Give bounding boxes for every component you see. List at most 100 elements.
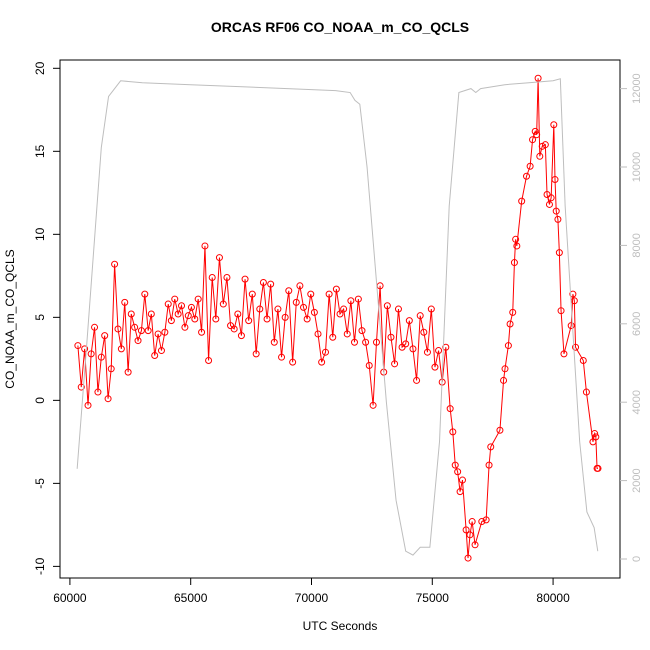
data-point xyxy=(205,357,213,365)
data-point xyxy=(248,290,256,298)
data-point xyxy=(245,317,253,325)
data-point xyxy=(104,395,112,403)
data-point xyxy=(124,368,132,376)
data-point xyxy=(296,282,304,290)
data-point xyxy=(555,249,563,257)
data-point xyxy=(482,516,490,524)
data-point xyxy=(478,518,486,526)
data-point xyxy=(154,330,162,338)
data-point xyxy=(223,273,231,281)
data-point xyxy=(274,305,282,313)
data-point xyxy=(534,74,542,82)
data-point xyxy=(121,298,129,306)
data-point xyxy=(184,312,192,320)
data-point xyxy=(267,280,275,288)
data-point xyxy=(237,332,245,340)
data-point xyxy=(322,348,330,356)
data-point xyxy=(442,343,450,351)
y2-tick-label: 6000 xyxy=(631,312,643,336)
data-point xyxy=(456,488,464,496)
data-point xyxy=(372,338,380,346)
data-point xyxy=(431,363,439,371)
data-point xyxy=(446,405,454,413)
data-point xyxy=(409,345,417,353)
data-point xyxy=(201,242,209,250)
data-point xyxy=(557,307,565,315)
data-point xyxy=(329,333,337,341)
data-point xyxy=(91,323,99,331)
data-point xyxy=(533,131,541,139)
data-point xyxy=(318,358,326,366)
data-point xyxy=(198,328,206,336)
data-point xyxy=(97,353,105,361)
data-point xyxy=(141,290,149,298)
y-tick-label: 0 xyxy=(33,397,47,404)
data-point xyxy=(347,297,355,305)
y2-tick-label: 4000 xyxy=(631,390,643,414)
data-point xyxy=(468,518,476,526)
data-point xyxy=(547,194,555,202)
data-point xyxy=(137,327,145,335)
data-point xyxy=(454,468,462,476)
data-point xyxy=(289,358,297,366)
data-point xyxy=(362,338,370,346)
data-point xyxy=(171,295,179,303)
data-point xyxy=(194,295,202,303)
data-point xyxy=(518,197,526,205)
data-point xyxy=(513,242,521,250)
data-point xyxy=(187,303,195,311)
data-point xyxy=(387,333,395,341)
data-point xyxy=(569,290,577,298)
data-point xyxy=(427,305,435,313)
data-point xyxy=(510,259,518,267)
data-point xyxy=(451,461,459,469)
data-point xyxy=(74,342,82,350)
data-point xyxy=(402,340,410,348)
data-point xyxy=(552,207,560,215)
data-point xyxy=(292,298,300,306)
data-point xyxy=(526,162,534,170)
data-point xyxy=(541,141,549,149)
data-point xyxy=(496,426,504,434)
data-point xyxy=(117,345,125,353)
data-point xyxy=(215,254,223,262)
data-point xyxy=(512,235,520,243)
data-point xyxy=(369,401,377,409)
data-point xyxy=(501,365,509,373)
data-point xyxy=(263,315,271,323)
y-tick-label: 10 xyxy=(33,227,47,241)
y2-tick-label: 2000 xyxy=(631,468,643,492)
data-point xyxy=(536,152,544,160)
y2-tick-label: 0 xyxy=(631,556,643,562)
data-point xyxy=(84,401,92,409)
data-point xyxy=(167,317,175,325)
data-point xyxy=(464,554,472,562)
x-tick-label: 80000 xyxy=(536,591,570,605)
data-point xyxy=(101,332,109,340)
data-point xyxy=(191,315,199,323)
data-point xyxy=(485,461,493,469)
data-point xyxy=(531,127,539,135)
data-point xyxy=(350,338,358,346)
data-point xyxy=(300,303,308,311)
y-tick-label: 5 xyxy=(33,314,47,321)
y-tick-label: -5 xyxy=(33,478,47,489)
y-tick-label: -10 xyxy=(33,557,47,575)
data-point xyxy=(500,376,508,384)
data-point xyxy=(303,315,311,323)
y2-tick-label: 12000 xyxy=(631,73,643,104)
data-point xyxy=(131,323,139,331)
data-point xyxy=(178,302,186,310)
data-point xyxy=(543,190,551,198)
data-point xyxy=(343,330,351,338)
y2-tick-label: 8000 xyxy=(631,233,643,257)
data-point xyxy=(358,327,366,335)
data-point xyxy=(423,348,431,356)
y-tick-label: 15 xyxy=(33,144,47,158)
data-point xyxy=(582,388,590,396)
data-point xyxy=(212,315,220,323)
data-point xyxy=(545,200,553,208)
x-tick-label: 75000 xyxy=(416,591,450,605)
data-point xyxy=(394,305,402,313)
data-point xyxy=(144,327,152,335)
